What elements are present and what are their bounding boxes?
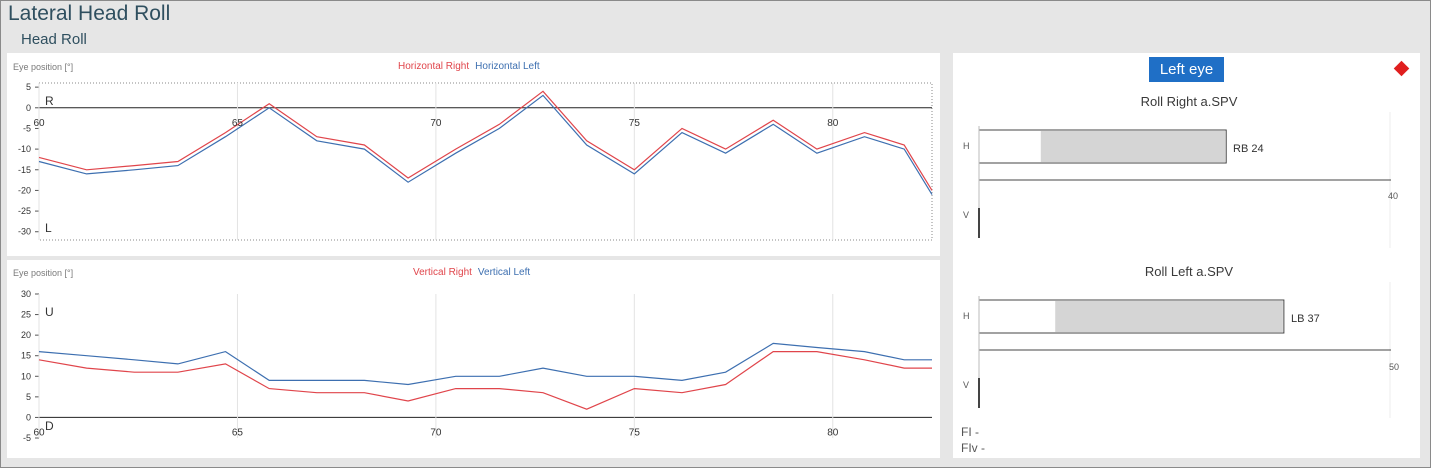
legend-vertical-right: Vertical Right — [413, 267, 472, 278]
y-tick-label: -20 — [18, 185, 31, 195]
spv-bars-svg — [978, 112, 1391, 418]
y-tick-label: -5 — [23, 433, 31, 443]
x-tick-label: 65 — [232, 118, 244, 129]
horizontal-chart-panel: Eye position [°] Horizontal Right Horizon… — [7, 53, 940, 256]
roll-right-axis-max: 40 — [1388, 191, 1399, 201]
y-tick-label: -25 — [18, 206, 31, 216]
x-tick-label: 70 — [430, 427, 442, 438]
x-tick-label: 65 — [232, 427, 244, 438]
legend-vertical-left: Vertical Left — [477, 267, 531, 278]
y-tick-label: 25 — [21, 310, 31, 320]
y-tick-label: 20 — [21, 330, 31, 340]
series-line-left — [38, 94, 933, 195]
roll-left-v-label: V — [963, 380, 970, 390]
page-title: Lateral Head Roll — [8, 2, 171, 25]
left-eye-button[interactable]: Left eye — [1149, 57, 1224, 82]
series-line-right — [38, 350, 932, 410]
horizontal-legend: Horizontal Right Horizontal Left — [398, 61, 540, 72]
x-tick-label: 75 — [629, 118, 641, 129]
horizontal-ylabel: Eye position [°] — [13, 62, 74, 72]
series-line-left — [38, 342, 932, 386]
roll-right-bar-label: RB 24 — [1233, 143, 1264, 155]
legend-horizontal-right: Horizontal Right — [398, 61, 470, 72]
y-tick-label: -10 — [18, 144, 31, 154]
legend-horizontal-left: Horizontal Left — [475, 61, 540, 72]
h-bar — [1040, 131, 1226, 162]
roll-left-axis-max: 50 — [1389, 362, 1400, 372]
y-tick-label: 5 — [26, 82, 31, 92]
bottom-direction-marker: D — [45, 419, 54, 433]
spv-panel — [953, 53, 1420, 458]
fi-label: FI - — [961, 425, 979, 439]
roll-right-title: Roll Right a.SPV — [1140, 94, 1238, 109]
horizontal-chart-svg: 5 0 -5 -10 -15 -20 -25 -30 60 65 70 75 80 R L — [18, 82, 933, 241]
series-line-right — [38, 90, 933, 191]
vertical-legend: Vertical Right Vertical Left — [413, 267, 530, 278]
y-tick-label: 10 — [21, 371, 31, 381]
h-bar — [1055, 301, 1283, 332]
vertical-ylabel: Eye position [°] — [13, 268, 74, 278]
roll-right-h-label: H — [963, 141, 970, 151]
roll-left-title: Roll Left a.SPV — [1144, 264, 1234, 279]
x-tick-label: 60 — [33, 427, 45, 438]
y-tick-label: 30 — [21, 289, 31, 299]
y-tick-label: -15 — [18, 165, 31, 175]
page-subtitle: Head Roll — [21, 31, 87, 48]
roll-left-h-label: H — [963, 311, 970, 321]
fiv-label: FIv - — [961, 441, 985, 455]
x-tick-label: 80 — [827, 427, 839, 438]
x-tick-label: 75 — [629, 427, 641, 438]
vertical-chart-svg: 30 25 20 15 10 5 0 -5 60 65 70 75 80 U D — [21, 289, 932, 443]
x-tick-label: 70 — [430, 118, 442, 129]
roll-right-v-label: V — [963, 210, 970, 220]
vertical-chart-panel: Eye position [°] Vertical Right Vertical … — [7, 260, 940, 458]
y-tick-label: -30 — [18, 227, 31, 237]
y-tick-label: 5 — [26, 392, 31, 402]
y-tick-label: 0 — [26, 103, 31, 113]
x-tick-label: 60 — [33, 118, 45, 129]
bottom-direction-marker: L — [45, 221, 52, 235]
top-direction-marker: U — [45, 305, 54, 319]
top-direction-marker: R — [45, 94, 54, 108]
x-tick-label: 80 — [827, 118, 839, 129]
roll-left-bar-label: LB 37 — [1291, 313, 1320, 325]
y-tick-label: 0 — [26, 412, 31, 422]
y-tick-label: -5 — [23, 123, 31, 133]
y-tick-label: 15 — [21, 351, 31, 361]
